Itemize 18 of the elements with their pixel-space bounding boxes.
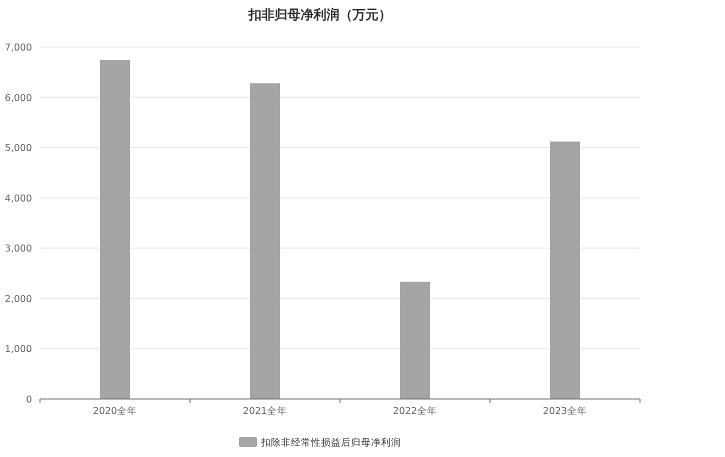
y-tick-label: 4,000 bbox=[4, 193, 32, 204]
x-tick-label: 2020全年 bbox=[92, 405, 138, 417]
bar bbox=[400, 282, 430, 399]
y-tick-label: 1,000 bbox=[4, 344, 32, 356]
bar bbox=[250, 83, 280, 399]
x-tick-label: 2021全年 bbox=[242, 405, 288, 417]
chart-title: 扣非归母净利润（万元） bbox=[248, 7, 392, 23]
legend-label: 扣除非经常性损益后归母净利润 bbox=[260, 436, 401, 448]
x-tick-label: 2023全年 bbox=[542, 405, 588, 417]
x-tick-label: 2022全年 bbox=[392, 405, 438, 417]
bar bbox=[100, 60, 130, 399]
y-tick-label: 7,000 bbox=[4, 42, 32, 54]
y-tick-label: 6,000 bbox=[4, 92, 32, 104]
y-tick-label: 0 bbox=[26, 394, 32, 406]
bar bbox=[550, 142, 580, 399]
y-tick-label: 5,000 bbox=[4, 143, 32, 154]
y-tick-label: 3,000 bbox=[4, 244, 32, 255]
y-tick-label: 2,000 bbox=[4, 294, 32, 305]
